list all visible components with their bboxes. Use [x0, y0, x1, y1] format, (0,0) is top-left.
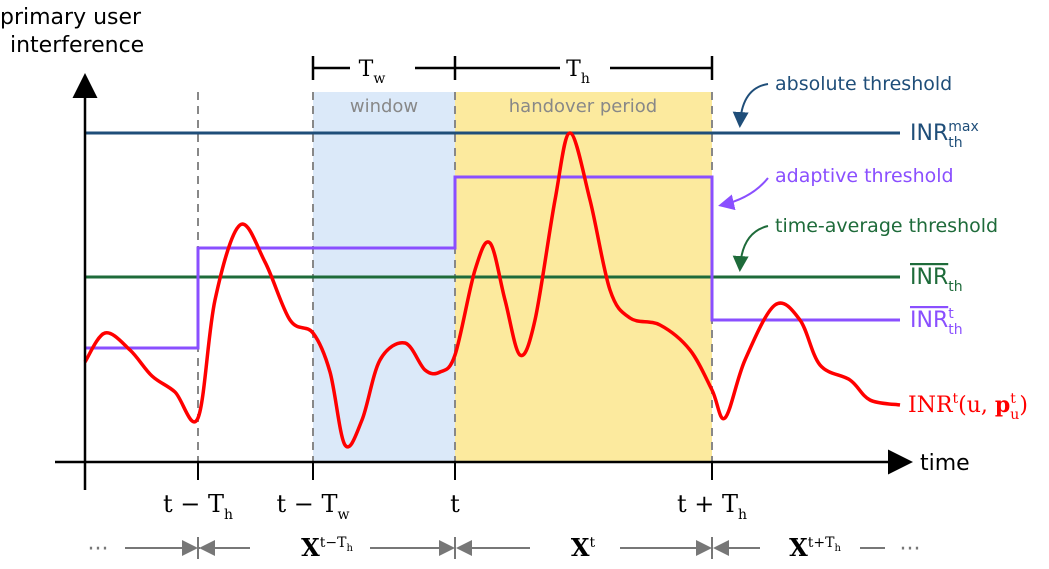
math-part: h: [738, 507, 747, 523]
ellipsis: ···: [900, 537, 921, 562]
time-mark: t − Tw: [276, 490, 349, 523]
math-part: t+T: [808, 535, 835, 551]
curve-label: INRt(u, pt u): [908, 391, 1028, 423]
math-part: h: [346, 543, 353, 554]
threshold-label: INRth: [910, 265, 963, 295]
math-part: u: [1010, 407, 1019, 423]
math-part: X: [789, 533, 808, 562]
annotation: time-average threshold: [775, 215, 998, 237]
math-part: T: [566, 57, 581, 82]
math-part: (u,: [958, 393, 995, 418]
math-part: p: [995, 392, 1010, 418]
math-part: th: [948, 135, 962, 151]
region-label: handover period: [509, 96, 657, 117]
span-brackets: [311, 56, 714, 80]
y-axis-label: interference: [10, 33, 144, 58]
time-mark: t: [450, 490, 460, 518]
math-part: h: [581, 71, 590, 87]
math-part: h: [834, 543, 841, 554]
math-part: t: [1010, 391, 1016, 407]
math-part: t−T: [320, 535, 347, 551]
block-label: Xt+Th: [789, 533, 841, 562]
math-part: INR: [908, 393, 954, 418]
math-part: max: [948, 119, 979, 135]
span-label: Th: [566, 57, 590, 87]
annotation: adaptive threshold: [775, 165, 954, 187]
span-label: Tw: [359, 57, 386, 87]
block-arrows: [125, 537, 885, 559]
annotation-arrows: [718, 83, 769, 272]
math-part: T: [359, 57, 374, 82]
threshold-label: INRmax th: [910, 119, 979, 151]
math-part: h: [224, 507, 233, 523]
time-mark: t + Th: [677, 490, 747, 523]
annotation: absolute threshold: [775, 73, 952, 95]
math-part: t: [948, 306, 954, 322]
adaptive-threshold: [85, 175, 900, 350]
ellipsis: ···: [88, 537, 109, 562]
x-axis-label: time: [920, 451, 970, 476]
math-part: INR: [910, 121, 948, 146]
interference-curve: [83, 131, 901, 449]
block-label: Xt−Th: [301, 533, 353, 562]
math-part: t − T: [163, 490, 224, 518]
math-part: ): [1019, 393, 1028, 418]
math-part: t − T: [276, 490, 337, 518]
math-part: t: [450, 490, 460, 518]
math-part: INR: [910, 265, 948, 290]
math-part: th: [948, 279, 962, 295]
math-part: X: [571, 533, 590, 562]
region-label: window: [350, 96, 418, 117]
math-part: t: [589, 535, 595, 551]
math-part: t + T: [677, 490, 738, 518]
labels: primary user interference time window handov…: [0, 5, 1028, 562]
block-label: Xt: [571, 533, 596, 562]
math-part: X: [301, 533, 320, 562]
math-part: th: [948, 322, 962, 338]
math-part: INR: [910, 308, 948, 333]
y-axis-label: primary user: [0, 5, 142, 30]
ticks: [197, 462, 713, 480]
math-part: t: [953, 391, 959, 407]
time-mark: t − Th: [163, 490, 233, 523]
math-part: w: [373, 71, 385, 87]
math-part: w: [338, 507, 350, 523]
threshold-label: INRt th: [910, 306, 963, 338]
